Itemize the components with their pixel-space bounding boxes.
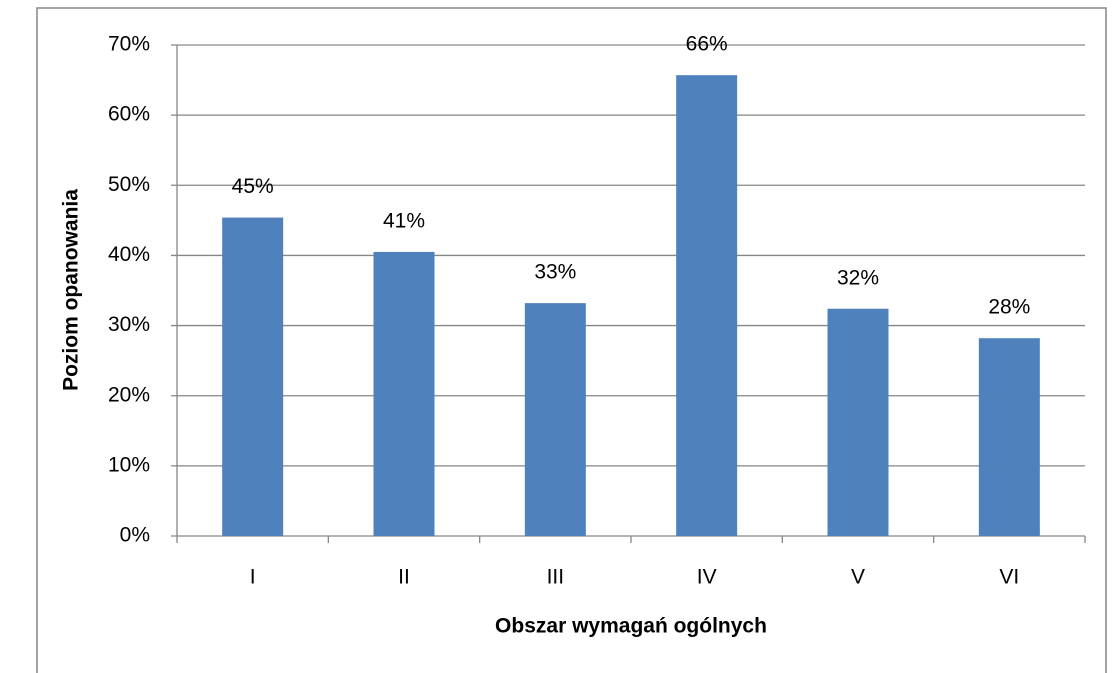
x-tick-label: IV [697,566,717,589]
y-tick-label: 20% [108,383,150,406]
bar [373,251,435,536]
y-tick-label: 50% [108,173,150,196]
x-tick-label: II [398,566,410,589]
y-tick-label: 30% [108,313,150,336]
x-tick-label: III [547,566,565,589]
x-tick-label: VI [999,566,1019,589]
bar [222,217,284,536]
y-tick-label: 0% [120,524,150,547]
y-axis-title: Poziom opanowania [60,189,83,391]
data-label: 66% [686,33,728,56]
y-tick-label: 70% [108,33,150,56]
y-tick-label: 40% [108,243,150,266]
bar [978,338,1040,536]
y-tick-label: 60% [108,103,150,126]
data-label: 28% [988,296,1030,319]
y-tick-label: 10% [108,453,150,476]
data-label: 32% [837,266,879,289]
data-label: 45% [232,175,274,198]
x-tick-label: V [851,566,865,589]
bar [676,75,738,536]
data-label: 41% [383,209,425,232]
bar [827,308,889,536]
x-axis-title: Obszar wymagań ogólnych [495,615,767,638]
bar [524,303,586,536]
data-label: 33% [534,261,576,284]
chart-frame [36,7,1107,673]
x-tick-label: I [250,566,256,589]
